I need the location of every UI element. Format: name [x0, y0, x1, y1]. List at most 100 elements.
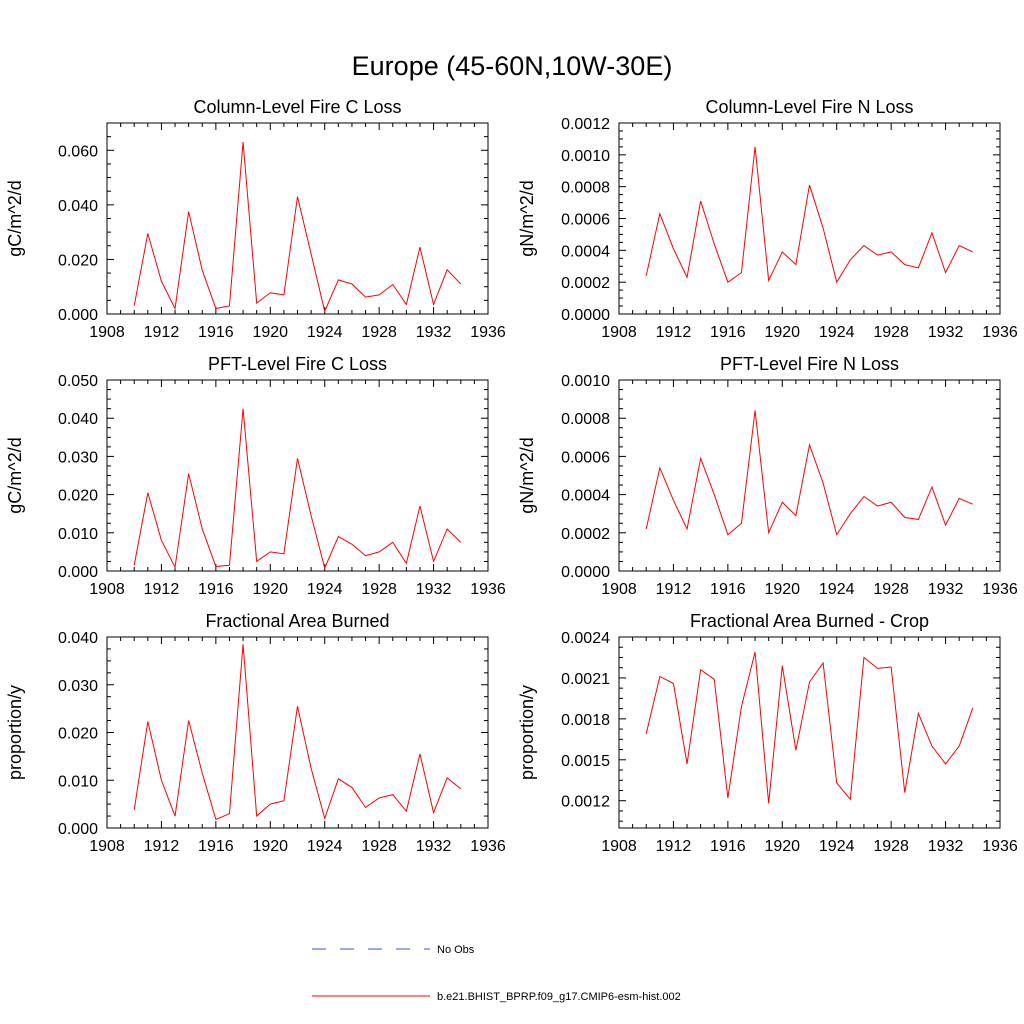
x-tick-label: 1920	[252, 838, 288, 855]
x-tick-label: 1928	[361, 324, 397, 341]
chart-panel: Fractional Area Burned - Crop proportion/…	[517, 611, 1018, 855]
y-tick-label: 0.040	[58, 198, 98, 215]
y-tick-label: 0.020	[58, 252, 98, 269]
y-tick-label: 0.040	[58, 630, 98, 647]
y-tick-label: 0.040	[58, 411, 98, 428]
x-tick-label: 1916	[198, 581, 234, 598]
x-tick-label: 1912	[656, 581, 692, 598]
series-line	[133, 408, 462, 570]
legend-obs-label: No Obs	[437, 944, 475, 956]
x-tick-label: 1916	[198, 324, 234, 341]
x-tick-label: 1936	[470, 324, 506, 341]
x-tick-label: 1912	[144, 581, 180, 598]
y-tick-label: 0.060	[58, 143, 98, 160]
x-tick-label: 1916	[710, 324, 746, 341]
x-tick-label: 1908	[601, 324, 637, 341]
y-tick-label: 0.0012	[561, 116, 610, 133]
y-tick-label: 0.0008	[561, 180, 610, 197]
y-tick-label: 0.0012	[561, 794, 610, 811]
x-tick-label: 1916	[710, 838, 746, 855]
y-axis-label: gC/m^2/d	[5, 180, 25, 256]
y-tick-label: 0.0010	[561, 373, 610, 390]
y-tick-label: 0.020	[58, 488, 98, 505]
panel-title: Fractional Area Burned - Crop	[690, 611, 929, 631]
series-line	[133, 644, 462, 821]
x-tick-label: 1920	[252, 324, 288, 341]
x-tick-label: 1936	[470, 838, 506, 855]
x-tick-label: 1912	[656, 838, 692, 855]
chart-panel: Column-Level Fire C Loss gC/m^2/d 1908 1912…	[5, 97, 506, 341]
y-tick-label: 0.050	[58, 373, 98, 390]
y-tick-label: 0.0010	[561, 148, 610, 165]
x-tick-label: 1936	[982, 838, 1018, 855]
x-tick-label: 1928	[361, 581, 397, 598]
x-tick-label: 1920	[764, 581, 800, 598]
plot-frame	[106, 122, 489, 315]
plot-frame	[618, 636, 1001, 829]
series-line	[133, 142, 462, 313]
y-tick-label: 0.0015	[561, 753, 610, 770]
x-tick-label: 1916	[198, 838, 234, 855]
x-tick-label: 1920	[764, 324, 800, 341]
x-tick-label: 1928	[361, 838, 397, 855]
y-axis-label: gN/m^2/d	[517, 180, 537, 256]
y-tick-label: 0.0002	[561, 275, 610, 292]
x-tick-label: 1932	[416, 324, 452, 341]
y-tick-label: 0.030	[58, 678, 98, 695]
y-tick-label: 0.0024	[561, 630, 610, 647]
y-tick-label: 0.0021	[561, 671, 610, 688]
y-tick-label: 0.0000	[561, 307, 610, 324]
x-tick-label: 1936	[470, 581, 506, 598]
x-tick-label: 1928	[873, 581, 909, 598]
x-tick-label: 1912	[656, 324, 692, 341]
x-tick-label: 1932	[928, 581, 964, 598]
x-tick-label: 1932	[416, 581, 452, 598]
x-tick-label: 1936	[982, 324, 1018, 341]
panel-title: PFT-Level Fire N Loss	[720, 354, 899, 374]
x-tick-label: 1924	[307, 324, 343, 341]
x-tick-label: 1908	[89, 324, 125, 341]
y-tick-label: 0.0002	[561, 526, 610, 543]
y-tick-label: 0.010	[58, 526, 98, 543]
legend-model-label: b.e21.BHIST_BPRP.f09_g17.CMIP6-esm-hist.…	[437, 991, 681, 1003]
plot-frame	[618, 379, 1001, 572]
x-tick-label: 1908	[601, 838, 637, 855]
panel-title: Column-Level Fire C Loss	[193, 97, 401, 117]
y-tick-label: 0.0006	[561, 449, 610, 466]
series-line	[645, 146, 974, 284]
chart-panel: Fractional Area Burned proportion/y 1908 19…	[5, 611, 506, 855]
x-tick-label: 1912	[144, 838, 180, 855]
x-tick-label: 1928	[873, 838, 909, 855]
x-tick-label: 1908	[89, 838, 125, 855]
y-tick-label: 0.000	[58, 821, 98, 838]
x-tick-label: 1936	[982, 581, 1018, 598]
y-tick-label: 0.0000	[561, 564, 610, 581]
y-axis-label: proportion/y	[5, 685, 25, 780]
x-tick-label: 1924	[307, 838, 343, 855]
y-tick-label: 0.010	[58, 773, 98, 790]
x-tick-label: 1932	[416, 838, 452, 855]
y-tick-label: 0.000	[58, 564, 98, 581]
x-tick-label: 1908	[89, 581, 125, 598]
chart-panel: PFT-Level Fire N Loss gN/m^2/d 1908 1912 191…	[517, 354, 1018, 598]
y-tick-label: 0.020	[58, 726, 98, 743]
chart-panel: Column-Level Fire N Loss gN/m^2/d 1908 1912…	[517, 97, 1018, 341]
series-line	[645, 410, 973, 536]
x-tick-label: 1912	[144, 324, 180, 341]
x-tick-label: 1924	[819, 581, 855, 598]
x-tick-label: 1932	[928, 324, 964, 341]
x-tick-label: 1924	[819, 324, 855, 341]
y-axis-label: gC/m^2/d	[5, 437, 25, 513]
plot-frame	[618, 122, 1001, 315]
panel-title: Column-Level Fire N Loss	[705, 97, 913, 117]
x-tick-label: 1924	[819, 838, 855, 855]
x-tick-label: 1920	[764, 838, 800, 855]
chart-panel: PFT-Level Fire C Loss gC/m^2/d 1908 1912 191…	[5, 354, 506, 598]
x-tick-label: 1908	[601, 581, 637, 598]
y-axis-label: gN/m^2/d	[517, 437, 537, 513]
x-tick-label: 1928	[873, 324, 909, 341]
y-tick-label: 0.0018	[561, 712, 610, 729]
x-tick-label: 1920	[252, 581, 288, 598]
x-tick-label: 1924	[307, 581, 343, 598]
